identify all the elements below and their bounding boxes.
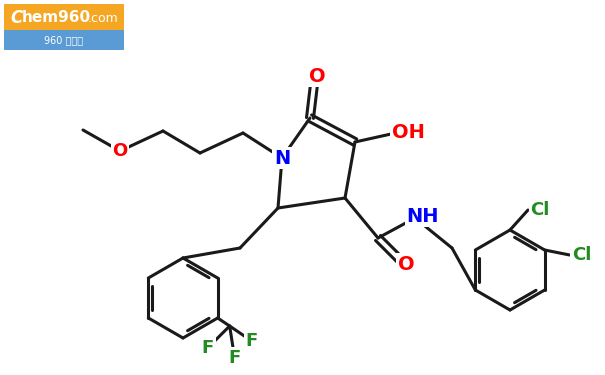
Text: 960 化工网: 960 化工网 xyxy=(44,35,83,45)
Text: F: F xyxy=(201,339,214,357)
Text: O: O xyxy=(397,255,414,273)
Text: Cl: Cl xyxy=(531,201,550,219)
Text: hem960: hem960 xyxy=(22,10,91,26)
Text: F: F xyxy=(246,332,258,350)
Text: NH: NH xyxy=(407,207,439,225)
Text: F: F xyxy=(229,349,241,367)
Text: Cl: Cl xyxy=(572,246,591,264)
Text: O: O xyxy=(113,142,128,160)
Text: .com: .com xyxy=(88,12,119,24)
FancyBboxPatch shape xyxy=(4,30,124,50)
FancyBboxPatch shape xyxy=(4,4,124,50)
Text: C: C xyxy=(10,9,22,27)
Text: OH: OH xyxy=(391,123,425,141)
Text: O: O xyxy=(309,66,325,86)
Text: N: N xyxy=(274,148,290,168)
